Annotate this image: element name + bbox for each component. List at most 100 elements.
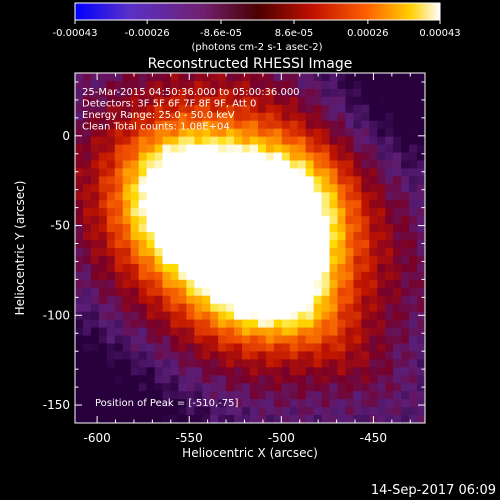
- heatmap-cell: [226, 359, 235, 368]
- heatmap-cell: [401, 279, 410, 289]
- heatmap-cell: [242, 88, 251, 98]
- heatmap-cell: [242, 319, 251, 329]
- heatmap-cell: [194, 327, 203, 337]
- heatmap-cell: [361, 232, 370, 241]
- heatmap-cell: [345, 343, 354, 352]
- heatmap-cell: [194, 311, 203, 321]
- heatmap-cell: [242, 144, 251, 154]
- heatmap-cell: [234, 303, 243, 313]
- heatmap-cell: [353, 136, 362, 146]
- heatmap-cell: [210, 303, 219, 313]
- heatmap-cell: [321, 248, 331, 257]
- heatmap-cell: [393, 232, 402, 241]
- heatmap-cell: [321, 367, 331, 376]
- heatmap-cell: [75, 279, 84, 289]
- heatmap-cell: [353, 359, 362, 368]
- heatmap-cell: [146, 128, 156, 138]
- heatmap-cell: [170, 104, 179, 114]
- heatmap-cell: [353, 152, 362, 162]
- heatmap-cell: [154, 295, 164, 305]
- heatmap-cell: [154, 327, 164, 337]
- heatmap-cell: [186, 184, 195, 193]
- heatmap-cell: [130, 279, 140, 289]
- heatmap-cell: [289, 136, 299, 146]
- heatmap-cell: [162, 287, 172, 297]
- heatmap-cell: [401, 399, 410, 408]
- heatmap-cell: [297, 407, 307, 416]
- heatmap-cell: [170, 319, 179, 329]
- heatmap-cell: [90, 136, 100, 146]
- heatmap-cell: [138, 263, 148, 273]
- heatmap-cell: [75, 311, 84, 321]
- heatmap-cell: [194, 399, 203, 408]
- heatmap-cell: [75, 73, 84, 82]
- heatmap-cell: [130, 248, 140, 257]
- heatmap-cell: [218, 176, 227, 185]
- heatmap-cell: [226, 128, 235, 138]
- heatmap-cell: [234, 407, 243, 416]
- heatmap-cell: [114, 391, 124, 400]
- heatmap-cell: [417, 216, 425, 225]
- heatmap-cell: [98, 311, 108, 321]
- heatmap-cell: [90, 255, 100, 265]
- heatmap-cell: [281, 184, 291, 193]
- heatmap-cell: [321, 112, 331, 122]
- heatmap-cell: [345, 271, 354, 281]
- heatmap-cell: [265, 144, 275, 154]
- heatmap-cell: [234, 160, 243, 170]
- heatmap-cell: [361, 176, 370, 185]
- heatmap-cell: [361, 359, 370, 368]
- heatmap-cell: [337, 232, 347, 241]
- heatmap-cell: [289, 327, 299, 337]
- heatmap-cell: [377, 311, 386, 321]
- heatmap-cell: [242, 104, 251, 114]
- heatmap-cell: [289, 407, 299, 416]
- heatmap-cell: [98, 375, 108, 384]
- heatmap-cell: [273, 192, 283, 201]
- x-tick-label: -600: [83, 431, 110, 445]
- heatmap-cell: [178, 104, 187, 114]
- heatmap-cell: [146, 391, 156, 400]
- heatmap-cell: [321, 152, 331, 162]
- heatmap-cell: [98, 240, 108, 249]
- heatmap-cell: [297, 216, 307, 225]
- heatmap-cell: [226, 335, 235, 345]
- heatmap-cell: [75, 240, 84, 249]
- heatmap-cell: [82, 391, 92, 400]
- heatmap-cell: [377, 367, 386, 376]
- heatmap-cell: [202, 144, 211, 154]
- heatmap-cell: [186, 383, 195, 392]
- heatmap-cell: [146, 192, 156, 201]
- heatmap-cell: [234, 120, 243, 130]
- heatmap-cell: [202, 160, 211, 170]
- heatmap-cell: [393, 327, 402, 337]
- heatmap-cell: [106, 351, 116, 360]
- heatmap-cell: [98, 407, 108, 416]
- heatmap-cell: [82, 375, 92, 384]
- heatmap-cell: [377, 176, 386, 185]
- heatmap-cell: [369, 184, 378, 193]
- heatmap-cell: [122, 327, 132, 337]
- x-tick-label: -450: [360, 431, 387, 445]
- heatmap-cell: [385, 168, 394, 177]
- heatmap-cell: [202, 96, 211, 106]
- heatmap-cell: [250, 216, 259, 225]
- heatmap-cell: [321, 255, 331, 265]
- heatmap-cell: [257, 232, 267, 241]
- heatmap-cell: [250, 240, 259, 249]
- heatmap-cell: [337, 367, 347, 376]
- heatmap-cell: [82, 96, 92, 106]
- heatmap-cell: [90, 160, 100, 170]
- heatmap-cell: [361, 136, 370, 146]
- heatmap-cell: [345, 399, 354, 408]
- heatmap-cell: [146, 295, 156, 305]
- heatmap-cell: [114, 335, 124, 345]
- heatmap-cell: [130, 136, 140, 146]
- heatmap-cell: [417, 128, 425, 138]
- heatmap-cell: [369, 248, 378, 257]
- heatmap-cell: [242, 160, 251, 170]
- heatmap-cell: [226, 383, 235, 392]
- heatmap-cell: [154, 73, 164, 82]
- heatmap-cell: [146, 279, 156, 289]
- heatmap-cell: [401, 351, 410, 360]
